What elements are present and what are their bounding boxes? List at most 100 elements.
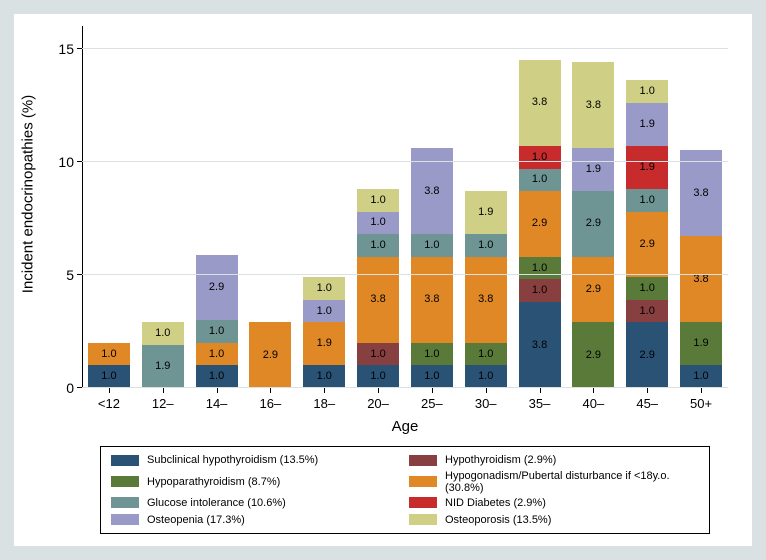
bar-segment: 1.0 (519, 169, 561, 192)
bar-segment: 2.9 (519, 191, 561, 257)
legend-swatch (409, 514, 437, 525)
bar-segment: 2.9 (626, 322, 668, 388)
legend-label: Osteopenia (17.3%) (147, 514, 245, 526)
bar-group: 50+1.01.93.83.8 (674, 26, 728, 388)
plot-area: <121.01.012–1.91.014–1.01.01.02.916–2.91… (82, 26, 728, 388)
bar-group: 14–1.01.01.02.9 (190, 26, 244, 388)
gridline (82, 387, 728, 388)
bar-segment: 1.0 (519, 279, 561, 302)
bar-segment: 1.0 (626, 80, 668, 103)
bar-segment: 2.9 (626, 212, 668, 278)
bar-segment: 1.0 (465, 365, 507, 388)
x-tick-label: 35– (529, 396, 551, 411)
bar-segment: 1.0 (519, 257, 561, 280)
bar-group: 25–1.01.03.81.03.8 (405, 26, 459, 388)
legend-swatch (111, 455, 139, 466)
bar-stack: 3.81.01.02.91.01.03.8 (519, 60, 561, 388)
gridline (82, 274, 728, 275)
bar-segment: 3.8 (572, 62, 614, 148)
x-tick-label: 25– (421, 396, 443, 411)
bar-group: 40–2.92.92.91.93.8 (566, 26, 620, 388)
bar-stack: 1.01.91.01.0 (303, 277, 345, 388)
legend-item: Osteoporosis (13.5%) (409, 512, 699, 527)
x-tick-label: 40– (583, 396, 605, 411)
bar-segment: 1.0 (196, 320, 238, 343)
legend-label: Hypogonadism/Pubertal disturbance if <18… (445, 470, 699, 494)
x-tick (486, 388, 487, 393)
y-tick (77, 387, 82, 388)
chart-outer-frame: Incident endocrinopathies (%) <121.01.01… (0, 0, 766, 560)
bar-segment: 1.0 (196, 365, 238, 388)
bar-segment: 1.0 (626, 277, 668, 300)
x-tick (109, 388, 110, 393)
legend-label: Hypothyroidism (2.9%) (445, 454, 556, 466)
legend-item: Hypothyroidism (2.9%) (409, 453, 699, 468)
x-tick (163, 388, 164, 393)
x-tick-label: <12 (98, 396, 120, 411)
y-tick (77, 274, 82, 275)
bar-group: 18–1.01.91.01.0 (297, 26, 351, 388)
y-tick-label: 15 (58, 41, 74, 57)
bar-segment: 1.9 (572, 148, 614, 191)
x-tick-label: 12– (152, 396, 174, 411)
bar-group: 12–1.91.0 (136, 26, 190, 388)
bar-group: 35–3.81.01.02.91.01.03.8 (513, 26, 567, 388)
bar-segment: 1.9 (303, 322, 345, 365)
gridline (82, 161, 728, 162)
bar-segment: 1.0 (357, 365, 399, 388)
bar-segment: 1.9 (142, 345, 184, 388)
legend-label: Glucose intolerance (10.6%) (147, 497, 286, 509)
x-tick-label: 14– (206, 396, 228, 411)
x-tick (540, 388, 541, 393)
x-tick (324, 388, 325, 393)
bar-segment: 1.0 (196, 343, 238, 366)
bar-segment: 1.0 (465, 234, 507, 257)
legend-swatch (409, 497, 437, 508)
bar-segment: 1.0 (303, 300, 345, 323)
y-tick (77, 161, 82, 162)
bar-stack: 1.01.03.81.03.8 (411, 148, 453, 388)
legend-swatch (409, 476, 437, 487)
bar-segment: 1.0 (519, 146, 561, 169)
legend-swatch (111, 497, 139, 508)
legend-item: NID Diabetes (2.9%) (409, 496, 699, 511)
bar-segment: 2.9 (249, 322, 291, 388)
bar-segment: 1.0 (465, 343, 507, 366)
bar-segment: 1.0 (303, 277, 345, 300)
legend-label: Hypoparathyroidism (8.7%) (147, 476, 280, 488)
bar-segment: 1.0 (680, 365, 722, 388)
bar-stack: 2.92.92.91.93.8 (572, 62, 614, 388)
bar-segment: 2.9 (196, 255, 238, 321)
x-tick (270, 388, 271, 393)
legend-swatch (409, 455, 437, 466)
bar-stack: 1.01.03.81.01.01.0 (357, 189, 399, 388)
x-tick-label: 50+ (690, 396, 712, 411)
y-tick-label: 0 (66, 380, 74, 396)
y-tick (77, 48, 82, 49)
bar-segment: 1.0 (357, 212, 399, 235)
bar-segment: 1.0 (88, 343, 130, 366)
x-tick (432, 388, 433, 393)
x-tick (217, 388, 218, 393)
y-tick-label: 10 (58, 154, 74, 170)
bar-segment: 1.0 (303, 365, 345, 388)
bar-segment: 1.0 (357, 343, 399, 366)
x-tick-label: 18– (313, 396, 335, 411)
x-tick-label: 30– (475, 396, 497, 411)
y-axis-title: Incident endocrinopathies (%) (20, 95, 37, 293)
x-tick (593, 388, 594, 393)
bar-segment: 1.0 (626, 189, 668, 212)
chart-inner-frame: Incident endocrinopathies (%) <121.01.01… (14, 14, 752, 546)
legend-label: Subclinical hypothyroidism (13.5%) (147, 454, 318, 466)
bar-stack: 2.9 (249, 322, 291, 388)
bar-stack: 1.01.93.83.8 (680, 150, 722, 388)
x-tick (647, 388, 648, 393)
bar-segment: 1.9 (465, 191, 507, 234)
x-tick-label: 16– (260, 396, 282, 411)
bar-segment: 1.0 (142, 322, 184, 345)
legend-item: Hypogonadism/Pubertal disturbance if <18… (409, 470, 699, 494)
bar-segment: 1.0 (411, 365, 453, 388)
bar-segment: 1.9 (626, 146, 668, 189)
x-tick-label: 20– (367, 396, 389, 411)
legend: Subclinical hypothyroidism (13.5%) Hypoth… (100, 446, 710, 534)
